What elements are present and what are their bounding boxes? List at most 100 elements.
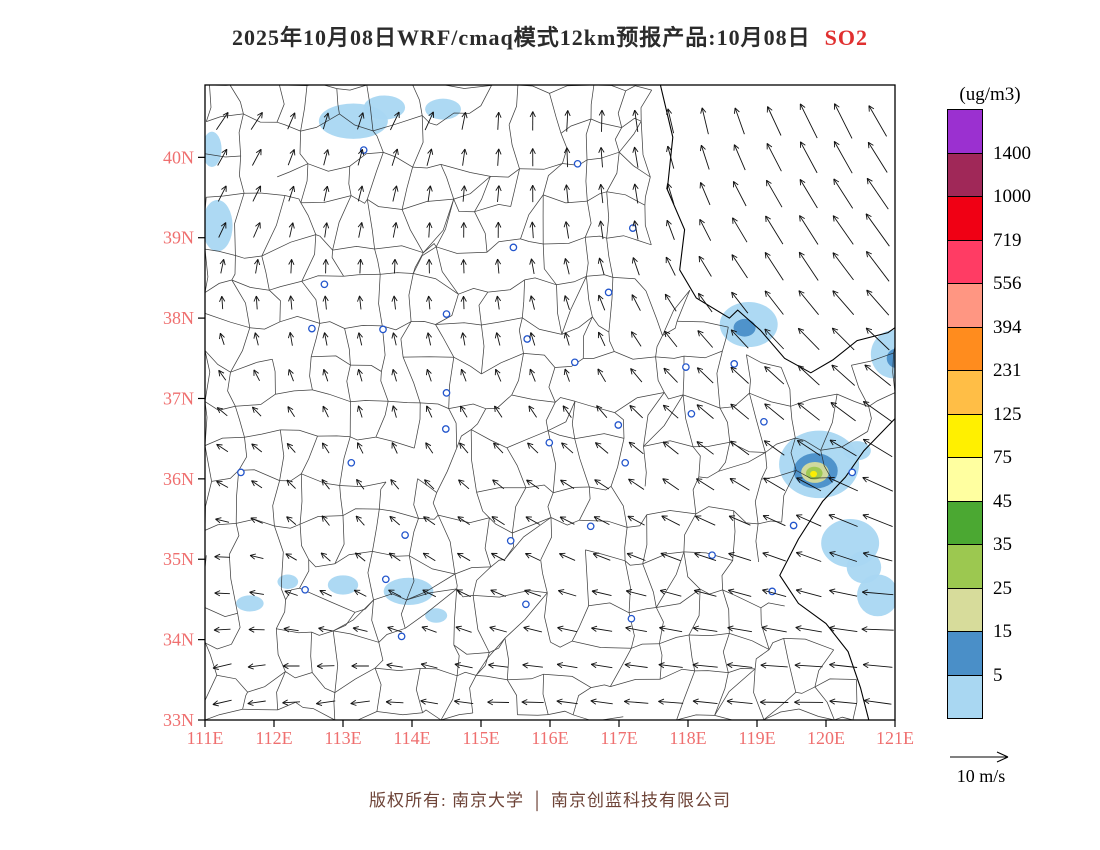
wind-arrow: [490, 589, 506, 597]
wind-arrow: [631, 294, 641, 311]
wind-arrow: [828, 513, 858, 527]
wind-arrow: [632, 183, 639, 204]
wind-arrow: [354, 552, 366, 562]
county-boundary: [334, 667, 376, 693]
county-boundary: [714, 668, 756, 716]
wind-arrow: [694, 552, 717, 562]
city-marker: [320, 280, 329, 289]
wind-arrow: [625, 589, 647, 597]
pollutant-label: SO2: [824, 25, 868, 50]
wind-arrow: [460, 259, 467, 274]
wind-arrow: [320, 552, 331, 562]
county-boundary: [375, 667, 421, 671]
county-boundary: [519, 163, 563, 170]
wind-arrow: [563, 147, 571, 168]
legend-value-label: 719: [993, 229, 1022, 251]
county-boundary: [798, 708, 835, 721]
wind-arrow: [322, 259, 329, 274]
wind-arrow: [795, 514, 822, 527]
wind-arrow: [461, 148, 468, 166]
legend-color-box: [947, 544, 983, 589]
wind-arrow: [733, 144, 746, 171]
wind-arrow: [460, 185, 468, 202]
county-boundary: [344, 325, 383, 329]
wind-arrow: [494, 332, 501, 346]
city-marker: [730, 360, 739, 368]
county-boundary: [274, 525, 284, 575]
county-boundary: [423, 243, 437, 253]
legend-unit-label: (ug/m3): [959, 84, 1021, 105]
legend-color-box: [947, 587, 983, 632]
wind-arrow: [865, 250, 890, 282]
wind-arrow: [598, 220, 605, 240]
city-marker: [441, 425, 450, 433]
county-boundary: [331, 250, 345, 277]
county-boundary: [851, 352, 894, 366]
county-boundary: [545, 402, 556, 431]
county-boundary: [415, 668, 423, 713]
wind-arrow: [424, 111, 435, 131]
wind-arrow: [352, 626, 368, 633]
x-axis-label: 119E: [738, 728, 775, 748]
county-boundary: [485, 394, 512, 410]
wind-arrow: [525, 516, 540, 525]
y-axis-label: 38N: [163, 308, 194, 328]
county-boundary: [453, 198, 475, 213]
wind-arrow: [523, 625, 543, 633]
county-boundary: [585, 549, 589, 606]
county-boundary: [587, 191, 607, 202]
wind-arrow: [420, 662, 438, 669]
county-boundary: [795, 437, 821, 451]
county-boundary: [372, 130, 384, 153]
county-boundary: [302, 707, 335, 721]
county-boundary: [244, 429, 281, 438]
wind-arrow: [563, 258, 570, 275]
city-marker: [301, 585, 309, 594]
wind-arrow: [598, 183, 605, 204]
wind-arrow: [732, 181, 747, 207]
wind-arrow: [356, 368, 363, 382]
county-boundary: [349, 152, 384, 167]
wind-arrow: [287, 112, 296, 130]
wind-arrow: [664, 293, 677, 312]
county-boundary: [374, 245, 424, 254]
so2-patch: [733, 318, 756, 337]
county-boundary: [475, 637, 506, 676]
county-boundary: [336, 84, 367, 91]
county-boundary: [646, 510, 696, 516]
county-boundary: [722, 633, 730, 673]
county-boundary: [421, 115, 437, 126]
county-boundary: [481, 324, 485, 374]
wind-arrow: [794, 699, 824, 706]
wind-arrow: [426, 185, 433, 202]
wind-arrow: [215, 517, 230, 524]
wind-arrow: [563, 221, 570, 239]
wind-arrow: [250, 517, 263, 524]
county-boundary: [504, 592, 548, 639]
wind-arrow: [422, 589, 437, 598]
county-boundary: [408, 273, 414, 322]
wind-arrow: [287, 406, 295, 418]
county-boundary: [380, 272, 414, 275]
legend-color-box: [947, 674, 983, 719]
county-boundary: [763, 708, 800, 721]
county-boundary: [411, 321, 436, 325]
wind-arrow: [834, 103, 853, 139]
wind-arrow: [563, 184, 570, 203]
wind-arrow: [454, 662, 473, 669]
city-marker: [545, 438, 554, 447]
county-boundary: [643, 440, 694, 448]
county-boundary: [300, 85, 308, 132]
county-boundary: [271, 359, 276, 395]
county-boundary: [476, 492, 490, 519]
county-boundary: [618, 151, 651, 178]
wind-arrow: [529, 148, 536, 167]
wind-arrow: [460, 222, 467, 238]
county-boundary: [383, 152, 413, 168]
city-marker: [308, 324, 316, 333]
county-boundary: [585, 159, 588, 202]
wind-arrow: [696, 404, 714, 419]
county-boundary: [249, 321, 281, 330]
wind-arrow: [795, 588, 822, 598]
wind-arrow: [557, 589, 577, 597]
